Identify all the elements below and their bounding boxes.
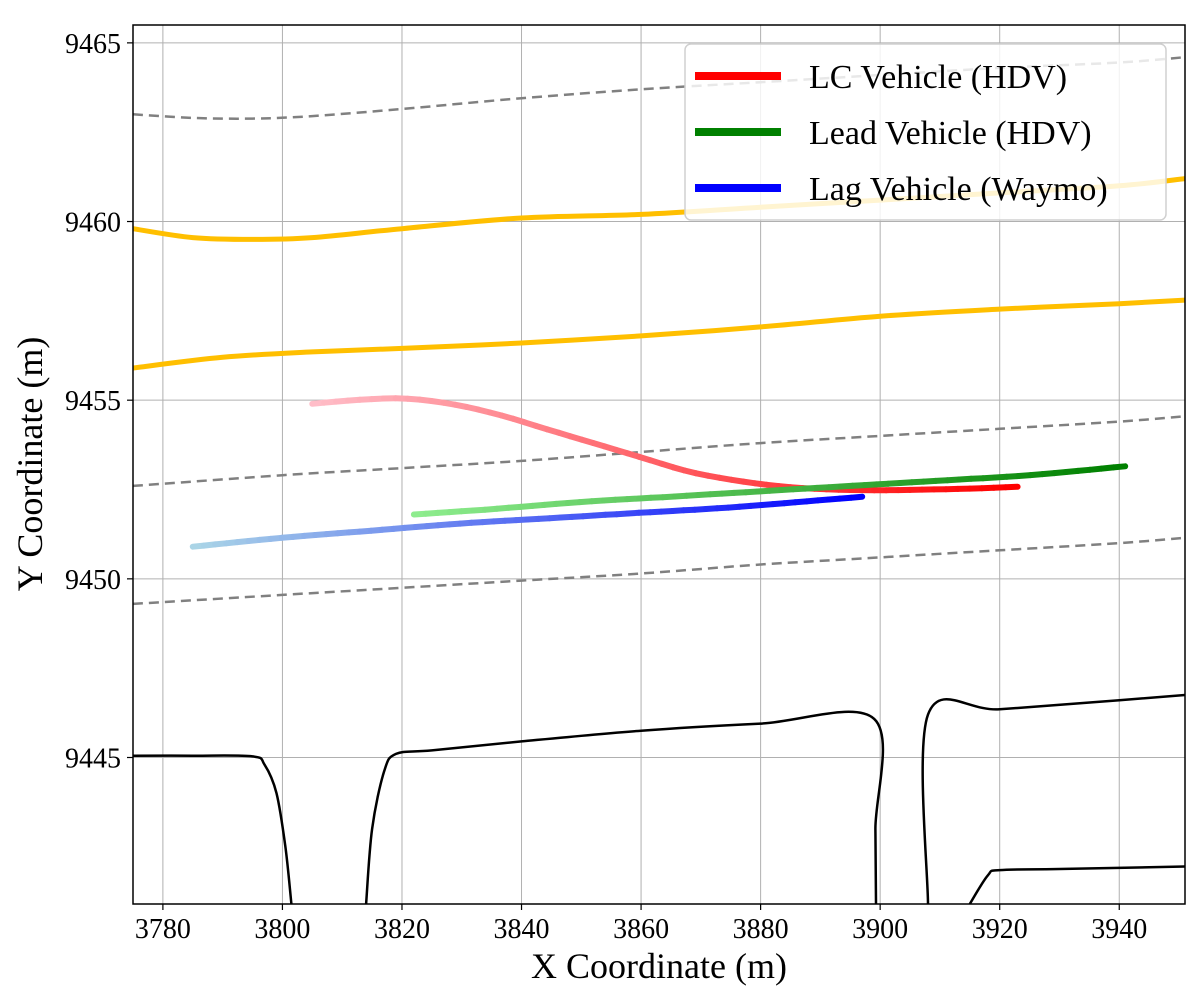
series-curb-right-block [921,693,1185,904]
plot-frame [132,24,1186,905]
y-tick-label: 9450 [65,565,121,596]
legend-box [684,43,1167,221]
legend-label: Lead Vehicle (HDV) [809,115,1092,152]
series-group [133,55,1185,904]
trajectory-segment [848,493,866,501]
y-axis-label: Y Coordinate (m) [10,337,50,592]
series-curb-corner [968,865,1185,904]
x-tick-label: 3880 [733,914,789,945]
series-curb-middle-block [364,710,885,904]
series-lag-vehicle-waymo [189,493,866,550]
x-tick-label: 3900 [852,914,908,945]
axis-ticks: 3780 3800 3820 3840 3860 3880 3900 3920 3940 9445… [65,29,1147,945]
x-tick-label: 3780 [135,914,191,945]
series-lane-divider-middle [133,415,1185,488]
legend-label: Lag Vehicle (Waymo) [809,171,1108,208]
series-lc-vehicle-hdv [309,395,1021,494]
x-tick-label: 3820 [374,914,430,945]
x-tick-label: 3840 [494,914,550,945]
legend: LC Vehicle (HDV) Lead Vehicle (HDV) Lag Ve… [684,43,1167,221]
x-tick-label: 3800 [254,914,310,945]
trajectory-segment [1110,463,1129,471]
series-lane-divider-bottom [133,536,1185,606]
y-tick-label: 9465 [65,29,121,60]
y-tick-label: 9455 [65,386,121,417]
series-curb-left-block [133,754,293,904]
y-tick-label: 9445 [65,744,121,775]
x-tick-label: 3920 [972,914,1028,945]
series-road-edge-lower [133,297,1185,371]
x-tick-label: 3940 [1091,914,1147,945]
series-lead-vehicle-hdv [410,463,1129,518]
x-axis-label: X Coordinate (m) [531,946,787,986]
trajectory-segment [1002,483,1021,491]
y-tick-label: 9460 [65,208,121,239]
legend-label: LC Vehicle (HDV) [809,59,1067,96]
x-tick-label: 3860 [613,914,669,945]
